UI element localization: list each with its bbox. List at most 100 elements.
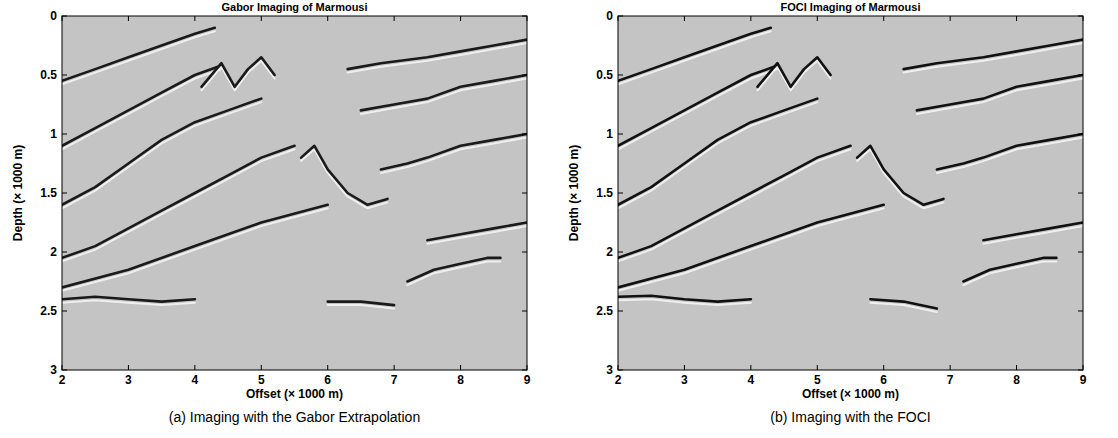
title: Gabor Imaging of Marmousi: [221, 1, 367, 13]
x-tick-label: 6: [880, 373, 887, 387]
reflector: [62, 297, 195, 302]
reflector: [328, 302, 394, 306]
x-tick: [750, 16, 751, 21]
x-tick-label: 5: [258, 373, 265, 387]
y-tick: [62, 311, 67, 312]
reflector-lobe: [937, 138, 1083, 173]
reflector-lobe: [917, 79, 1083, 114]
x-tick: [684, 16, 685, 21]
x-tick-label: 6: [324, 373, 331, 387]
x-tick-label: 4: [192, 373, 199, 387]
reflector-lobe: [361, 79, 527, 114]
title: FOCI Imaging of Marmousi: [781, 1, 921, 13]
x-tick-label: 9: [1080, 373, 1087, 387]
reflector: [618, 146, 851, 258]
x-tick: [883, 365, 884, 370]
y-tick: [618, 311, 623, 312]
y-tick: [618, 16, 623, 17]
reflector: [618, 66, 777, 146]
y-tick: [1078, 75, 1083, 76]
x-tick: [261, 16, 262, 21]
y-tick-label: 2.5: [596, 304, 613, 318]
x-tick: [460, 365, 461, 370]
x-tick: [460, 16, 461, 21]
x-tick-label: 8: [457, 373, 464, 387]
reflector-lobe: [618, 208, 884, 291]
reflector: [62, 66, 221, 146]
reflector: [870, 299, 937, 308]
y-tick: [522, 16, 527, 17]
reflector: [917, 75, 1083, 110]
y-tick: [522, 193, 527, 194]
y-tick-label: 1: [606, 127, 613, 141]
x-tick: [394, 365, 395, 370]
x-tick: [618, 365, 619, 370]
y-tick-label: 3: [50, 363, 57, 377]
y-tick: [618, 193, 623, 194]
y-tick: [62, 252, 67, 253]
x-tick-label: 7: [391, 373, 398, 387]
reflector: [381, 134, 527, 169]
reflector: [361, 75, 527, 110]
x-tick: [261, 365, 262, 370]
y-tick: [1078, 370, 1083, 371]
y-tick: [618, 370, 623, 371]
reflector-lobe: [348, 43, 527, 73]
y-tick: [522, 134, 527, 135]
y-axis-title: Depth (× 1000 m): [11, 145, 25, 241]
y-tick: [1078, 193, 1083, 194]
x-tick: [1016, 365, 1017, 370]
x-tick-label: 8: [1013, 373, 1020, 387]
reflectors: [62, 28, 527, 309]
reflector: [937, 134, 1083, 169]
reflector: [62, 205, 328, 288]
panel: 2345678900.511.522.53Gabor Imaging of Ma…: [11, 1, 531, 425]
plot-background: [62, 16, 527, 370]
y-tick-label: 2: [50, 245, 57, 259]
x-tick: [883, 16, 884, 21]
reflector-lobe: [301, 149, 387, 208]
x-tick-label: 3: [125, 373, 132, 387]
y-tick: [522, 370, 527, 371]
reflector: [904, 40, 1083, 70]
reflector-lobe: [62, 102, 261, 208]
plot-background: [618, 16, 1083, 370]
reflector: [758, 57, 831, 87]
reflector-lobe: [62, 69, 221, 149]
x-tick-label: 7: [947, 373, 954, 387]
x-tick: [817, 365, 818, 370]
reflector: [348, 40, 527, 70]
x-tick: [1016, 16, 1017, 21]
x-tick-label: 2: [59, 373, 66, 387]
caption: (b) Imaging with the FOCI: [770, 409, 930, 425]
y-tick: [618, 252, 623, 253]
x-tick: [62, 365, 63, 370]
caption: (a) Imaging with the Gabor Extrapolation: [169, 409, 420, 425]
y-tick: [62, 75, 67, 76]
x-tick-label: 3: [681, 373, 688, 387]
reflector-lobe: [618, 102, 817, 208]
y-tick: [522, 75, 527, 76]
y-tick: [62, 134, 67, 135]
x-tick: [817, 16, 818, 21]
reflector: [618, 99, 817, 205]
y-tick-label: 2.5: [40, 304, 57, 318]
frame: [618, 16, 1083, 370]
y-tick: [1078, 311, 1083, 312]
y-tick-label: 0.5: [40, 68, 57, 82]
reflector: [427, 223, 527, 241]
y-tick: [62, 193, 67, 194]
reflector-lobe: [381, 138, 527, 173]
x-tick-label: 5: [814, 373, 821, 387]
x-tick: [1083, 16, 1084, 21]
reflector: [618, 296, 751, 302]
x-tick: [1083, 365, 1084, 370]
y-tick: [522, 252, 527, 253]
y-tick-label: 2: [606, 245, 613, 259]
y-tick: [62, 370, 67, 371]
x-tick: [327, 16, 328, 21]
y-tick: [1078, 134, 1083, 135]
x-tick-label: 2: [615, 373, 622, 387]
reflector-lobe: [62, 208, 328, 291]
y-tick: [618, 75, 623, 76]
